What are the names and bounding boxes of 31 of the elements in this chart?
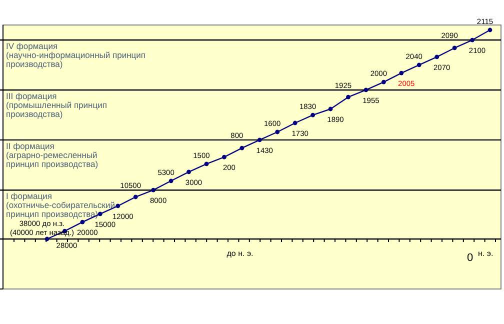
point [98, 212, 102, 216]
point [222, 154, 226, 160]
point [133, 194, 138, 200]
x-axis-title: до н. э. [226, 249, 254, 258]
point [416, 62, 422, 68]
point [240, 146, 244, 150]
ref-line-label: IV формация (научно-информационный принцип производства) [6, 41, 146, 70]
point [186, 170, 191, 174]
point [168, 178, 174, 184]
ref-line-label: III формация (промышленный принцип производства) [6, 90, 108, 119]
point [292, 120, 298, 126]
point [346, 94, 350, 100]
point [381, 80, 386, 84]
point [257, 138, 262, 142]
point [328, 106, 333, 112]
point [364, 88, 368, 92]
point [275, 130, 280, 134]
point [434, 54, 440, 60]
text: 0 [466, 252, 474, 264]
point [399, 70, 404, 76]
point [452, 46, 457, 50]
point [80, 220, 85, 224]
point [488, 28, 492, 32]
point [151, 188, 156, 192]
ref-line-label: II формация (аграрно-ремесленный принцип производства) [6, 140, 98, 169]
text: н. э. [478, 249, 494, 258]
point [116, 204, 120, 208]
point [44, 236, 50, 242]
point [470, 38, 474, 42]
point [310, 112, 315, 118]
point [204, 162, 209, 166]
